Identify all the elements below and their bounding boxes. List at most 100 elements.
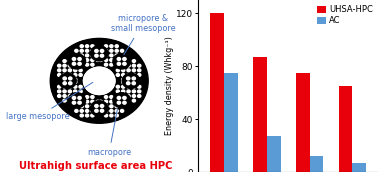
- Circle shape: [85, 63, 89, 66]
- Circle shape: [95, 109, 98, 112]
- Circle shape: [80, 49, 83, 52]
- Circle shape: [72, 57, 76, 60]
- Circle shape: [127, 81, 130, 83]
- Circle shape: [99, 49, 102, 52]
- Circle shape: [99, 110, 102, 112]
- Circle shape: [115, 96, 118, 98]
- Circle shape: [74, 85, 77, 88]
- Circle shape: [57, 85, 61, 88]
- Circle shape: [116, 95, 119, 97]
- Circle shape: [79, 74, 82, 76]
- Circle shape: [91, 114, 94, 117]
- Circle shape: [91, 54, 94, 57]
- Circle shape: [57, 74, 61, 76]
- Circle shape: [121, 59, 124, 61]
- Circle shape: [121, 100, 124, 103]
- Circle shape: [121, 49, 124, 52]
- Circle shape: [122, 90, 125, 93]
- Circle shape: [127, 78, 130, 81]
- Circle shape: [91, 63, 94, 66]
- Circle shape: [117, 62, 121, 65]
- Circle shape: [132, 82, 135, 85]
- Circle shape: [57, 64, 61, 67]
- Circle shape: [50, 38, 148, 123]
- Circle shape: [63, 77, 67, 80]
- Circle shape: [138, 74, 141, 76]
- Circle shape: [127, 64, 130, 67]
- Circle shape: [68, 81, 71, 83]
- Circle shape: [122, 73, 140, 88]
- Circle shape: [123, 101, 126, 104]
- Circle shape: [110, 45, 113, 47]
- Circle shape: [80, 110, 83, 112]
- Circle shape: [63, 95, 66, 97]
- Text: large mesopore: large mesopore: [6, 82, 93, 121]
- Circle shape: [104, 45, 108, 47]
- Circle shape: [80, 114, 83, 117]
- Circle shape: [104, 114, 108, 117]
- Circle shape: [127, 60, 130, 62]
- Circle shape: [63, 60, 66, 62]
- Circle shape: [132, 90, 135, 93]
- Text: Ultrahigh surface area HPC: Ultrahigh surface area HPC: [20, 161, 173, 171]
- Circle shape: [132, 85, 135, 88]
- Circle shape: [78, 62, 81, 65]
- Circle shape: [127, 82, 130, 85]
- Circle shape: [127, 95, 130, 97]
- Circle shape: [68, 74, 71, 76]
- Circle shape: [117, 101, 121, 104]
- Circle shape: [63, 85, 66, 88]
- Circle shape: [122, 85, 125, 88]
- Circle shape: [132, 60, 135, 62]
- Circle shape: [80, 63, 83, 66]
- Circle shape: [127, 99, 130, 102]
- Circle shape: [90, 46, 108, 61]
- Circle shape: [110, 110, 113, 112]
- Circle shape: [57, 95, 61, 97]
- Circle shape: [122, 74, 125, 76]
- Circle shape: [80, 105, 83, 108]
- Circle shape: [94, 41, 128, 70]
- Circle shape: [75, 54, 78, 57]
- Circle shape: [99, 59, 102, 61]
- Circle shape: [104, 110, 108, 112]
- Circle shape: [115, 114, 118, 117]
- Circle shape: [85, 100, 89, 103]
- Circle shape: [138, 90, 141, 93]
- Circle shape: [63, 69, 66, 72]
- Circle shape: [110, 54, 113, 57]
- Circle shape: [74, 74, 77, 76]
- Circle shape: [100, 54, 104, 57]
- Bar: [296, 73, 310, 172]
- Circle shape: [91, 100, 94, 103]
- Circle shape: [78, 101, 81, 104]
- Circle shape: [127, 77, 130, 80]
- Circle shape: [121, 105, 124, 108]
- Text: macropore: macropore: [87, 109, 131, 157]
- Bar: [352, 163, 366, 172]
- Circle shape: [116, 64, 119, 67]
- Bar: [339, 86, 352, 172]
- Circle shape: [116, 74, 119, 76]
- Circle shape: [95, 105, 98, 107]
- Circle shape: [72, 101, 76, 104]
- Circle shape: [117, 57, 121, 60]
- Circle shape: [115, 110, 118, 112]
- Circle shape: [117, 96, 121, 99]
- Circle shape: [68, 77, 72, 80]
- Circle shape: [85, 54, 89, 57]
- Circle shape: [127, 90, 130, 93]
- Circle shape: [122, 69, 125, 72]
- Circle shape: [96, 105, 99, 108]
- Legend: UHSA-HPC, AC: UHSA-HPC, AC: [317, 4, 374, 26]
- Circle shape: [110, 59, 113, 61]
- Circle shape: [132, 69, 135, 72]
- Circle shape: [85, 49, 89, 52]
- Circle shape: [115, 105, 118, 108]
- Circle shape: [113, 93, 130, 108]
- Circle shape: [127, 85, 130, 88]
- Circle shape: [91, 45, 94, 47]
- Circle shape: [96, 59, 99, 61]
- Circle shape: [63, 64, 66, 67]
- Circle shape: [63, 81, 66, 83]
